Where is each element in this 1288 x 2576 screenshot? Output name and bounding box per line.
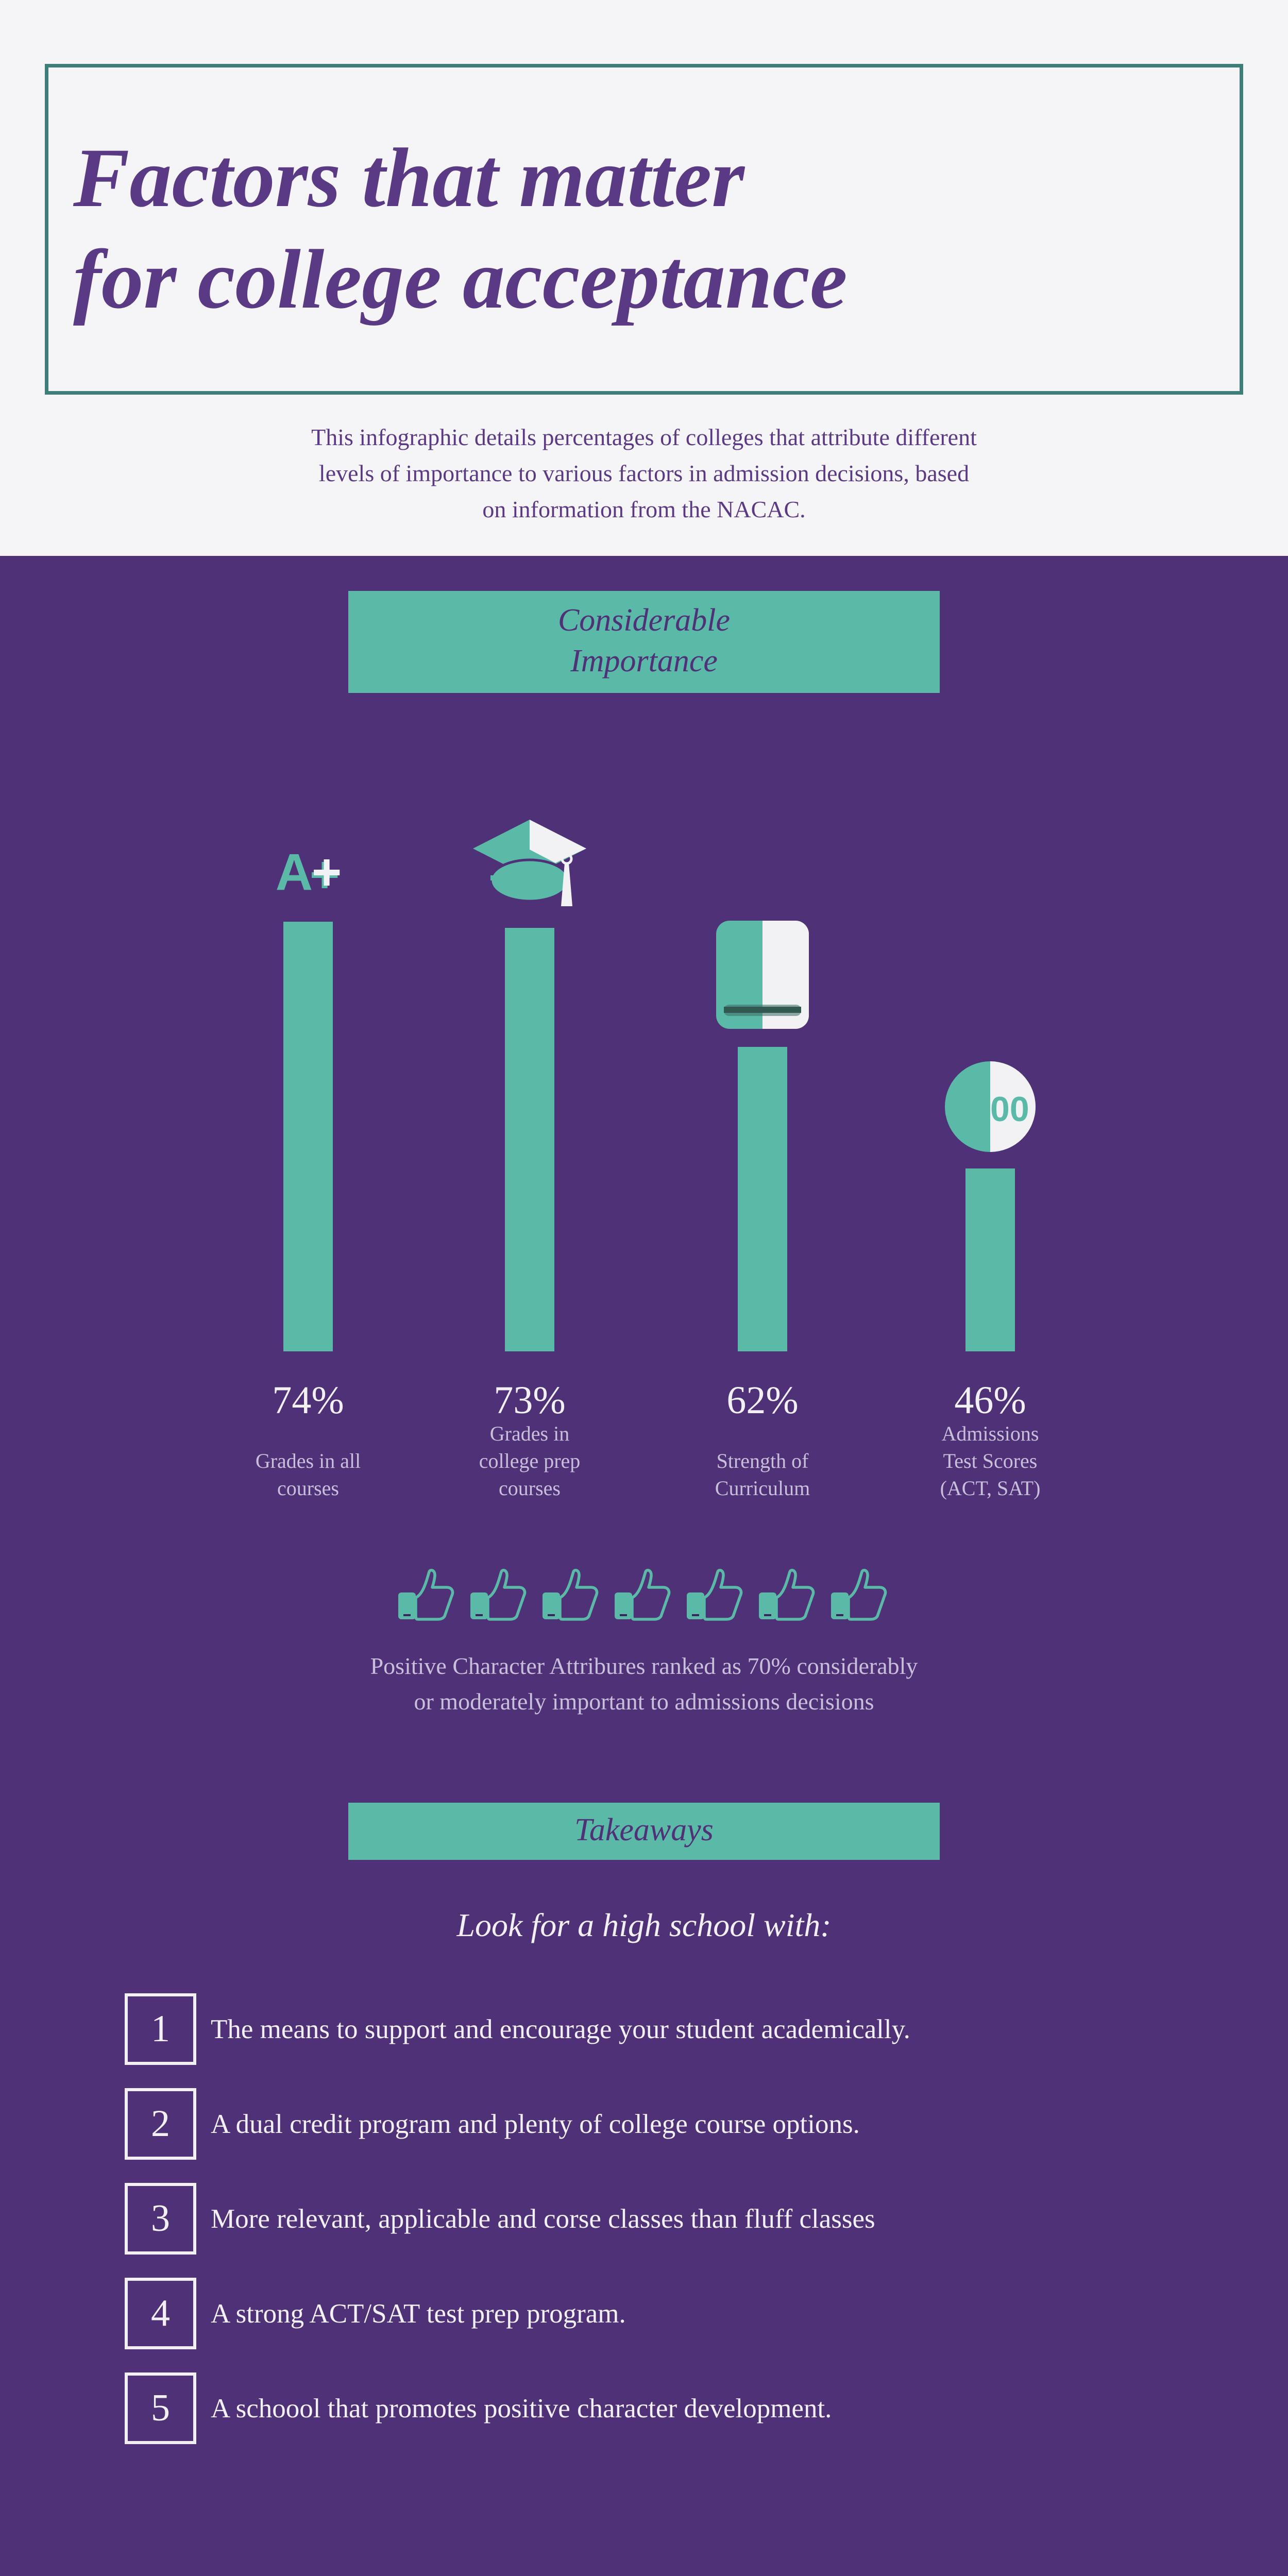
- svg-text:1600: 1600: [951, 1090, 1029, 1129]
